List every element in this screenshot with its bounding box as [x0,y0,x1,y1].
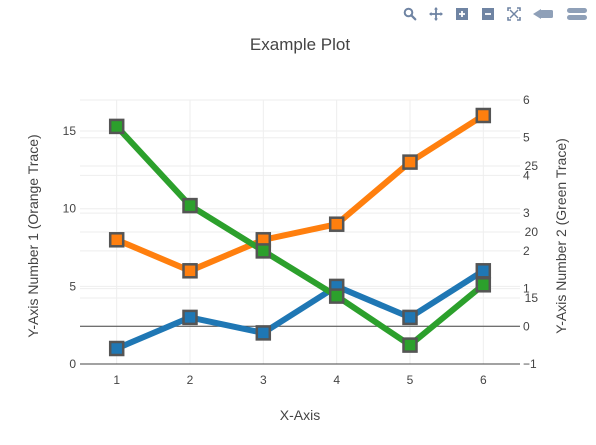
chart-title: Example Plot [250,35,350,54]
zoom-in-icon[interactable] [454,6,470,22]
y2-tick-label: 1 [523,282,530,296]
y2-tick-label: 3 [523,206,530,220]
zoom-out-icon[interactable] [480,6,496,22]
y3-tick-label: 15 [525,291,539,305]
y1-tick-label: 5 [69,279,76,293]
y2-tick-label: 5 [523,131,530,145]
zoom-icon[interactable] [402,6,418,22]
y2-tick-label: 4 [523,168,530,182]
x-axis-title: X-Axis [280,407,320,423]
y1-tick-label: 10 [63,202,77,216]
x-tick-label: 2 [187,373,194,387]
series-layer [108,107,492,357]
x-tick-label: 5 [407,373,414,387]
series-0-point-5[interactable] [475,263,492,279]
series-1-point-1[interactable] [182,263,198,279]
y3-tick-label: 20 [525,225,539,239]
y1-tick-label: 0 [69,357,76,371]
reset-axes-icon[interactable] [532,6,554,22]
y2-tick-label: 0 [523,319,530,333]
y2-tick-label: −1 [523,357,537,371]
series-0-point-1[interactable] [182,309,198,326]
y2-tick-label: 2 [523,244,530,258]
series-line-2 [114,124,486,349]
series-2-point-0[interactable] [108,118,125,135]
plotly-logo-icon[interactable] [564,6,588,22]
series-1-point-4[interactable] [402,154,418,170]
series-0-point-0[interactable] [108,340,125,357]
y-axis-1-title: Y-Axis Number 1 (Orange Trace) [25,134,41,337]
axes-layer: 1 2 3 4 5 6 0 5 10 15 −1 0 1 2 3 4 5 6 15 20 25 [63,93,539,387]
x-tick-label: 6 [480,373,487,387]
series-line-1 [115,112,485,274]
series-0-point-4[interactable] [402,309,418,326]
series-1-point-3[interactable] [328,216,345,232]
series-2-point-4[interactable] [402,337,418,353]
series-1-point-0[interactable] [108,232,125,248]
y1-tick-label: 15 [63,124,77,138]
series-1-point-5[interactable] [475,107,492,124]
series-line-0 [115,268,485,352]
x-tick-label: 4 [333,373,340,387]
x-tick-label: 1 [113,373,120,387]
modebar [402,6,588,22]
y3-tick-label: 25 [525,159,539,173]
x-tick-label: 3 [260,373,267,387]
y2-tick-label: 6 [523,93,530,107]
autoscale-icon[interactable] [506,6,522,22]
series-2-point-5[interactable] [475,277,492,293]
y-axis-2-title: Y-Axis Number 2 (Green Trace) [553,138,569,334]
series-2-point-2[interactable] [255,243,272,259]
pan-icon[interactable] [428,6,444,22]
series-2-point-3[interactable] [328,288,345,304]
series-2-point-1[interactable] [182,197,198,214]
series-0-point-2[interactable] [255,325,272,341]
